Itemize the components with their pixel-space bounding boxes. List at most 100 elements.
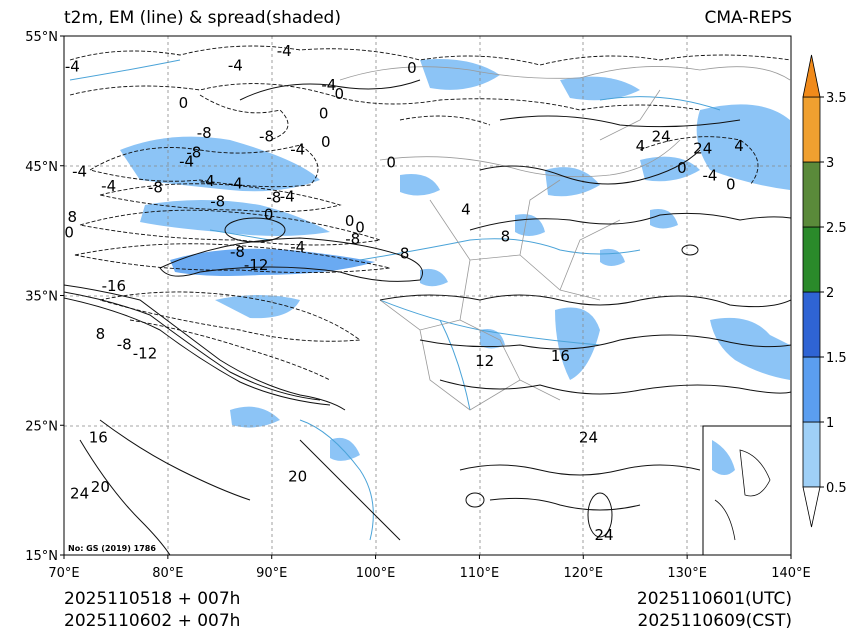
axis-ticks: 70°E 80°E 90°E 100°E 110°E 120°E 130°E 140°E 55°… xyxy=(25,30,811,581)
contour-label: -12 xyxy=(244,256,269,274)
lat-tick-label: 45°N xyxy=(25,160,58,175)
contour-label: 8 xyxy=(68,208,78,226)
lon-tick-label: 100°E xyxy=(356,566,396,581)
contour-label: 20 xyxy=(288,468,307,486)
contour-label: -8 xyxy=(230,243,245,261)
colorbar-segment xyxy=(802,356,821,423)
contour-label: 0 xyxy=(321,133,331,151)
contour-label: 4 xyxy=(734,137,744,155)
contour-label: 0 xyxy=(386,154,396,172)
contour-label: 0 xyxy=(677,159,687,177)
colorbar-segment xyxy=(802,421,821,488)
init-time-cst: 2025110602 + 007h xyxy=(64,611,241,631)
lon-tick-label: 110°E xyxy=(460,566,500,581)
contour-label: 24 xyxy=(70,485,89,503)
contour-label: 0 xyxy=(726,176,736,194)
colorbar-label: 3 xyxy=(826,156,834,171)
lon-tick-label: 120°E xyxy=(564,566,604,581)
contour-label: -8 xyxy=(259,128,274,146)
contour-label: -4 xyxy=(228,56,243,74)
colorbar-label: 2 xyxy=(826,286,834,301)
colorbar-label: 0.5 xyxy=(826,481,847,496)
boundaries xyxy=(339,66,791,411)
lat-tick-label: 35°N xyxy=(25,290,58,305)
colorbar: 0.5 1 1.5 2 2.5 3 3.5 xyxy=(802,54,847,528)
contour-label: -4 xyxy=(101,177,116,195)
valid-time-utc: 2025110601(UTC) xyxy=(636,589,792,609)
inset-map xyxy=(702,425,791,555)
colorbar-extend-min xyxy=(802,486,821,528)
contour-label: 8 xyxy=(400,244,410,262)
lon-tick-label: 90°E xyxy=(256,566,287,581)
valid-time-cst: 2025110609(CST) xyxy=(637,611,792,631)
contour-label: 12 xyxy=(475,352,494,370)
colorbar-segment xyxy=(802,161,821,228)
contour-label: 0 xyxy=(179,94,189,112)
contour-label: 0 xyxy=(264,206,274,224)
contour-label: -8 xyxy=(197,124,212,142)
contour-label: 16 xyxy=(551,347,570,365)
contour-label: 20 xyxy=(91,478,110,496)
contour-label: -8 xyxy=(345,230,360,248)
contour-label: 8 xyxy=(501,228,511,246)
contour-label: 16 xyxy=(89,429,108,447)
contour-label: 0 xyxy=(64,224,74,242)
colorbar-label: 1.5 xyxy=(826,351,847,366)
positive-contours xyxy=(64,79,791,555)
lon-tick-label: 130°E xyxy=(667,566,707,581)
contour-label: -4 xyxy=(321,76,336,94)
contour-label: -4 xyxy=(290,238,305,256)
colorbar-extend-max xyxy=(802,54,821,98)
lat-tick-label: 25°N xyxy=(25,419,58,434)
footer-left: 2025110518 + 007h 2025110602 + 007h xyxy=(64,588,240,632)
contour-label: -4 xyxy=(228,174,243,192)
contour-label: 4 xyxy=(636,137,646,155)
contour-label: 4 xyxy=(461,200,471,218)
contour-label: 24 xyxy=(595,526,614,544)
contour-label: 24 xyxy=(652,128,671,146)
footer-right: 2025110601(UTC) 2025110609(CST) xyxy=(637,588,792,632)
colorbar-segment xyxy=(802,291,821,358)
contour-label: 0 xyxy=(407,59,417,77)
gridlines xyxy=(64,36,791,555)
contour-label: -16 xyxy=(102,277,127,295)
contour-label: -4 xyxy=(703,167,718,185)
lon-tick-label: 70°E xyxy=(48,566,79,581)
contour-label: -8 xyxy=(210,193,225,211)
contour-label: 24 xyxy=(693,139,712,157)
lat-tick-label: 15°N xyxy=(25,549,58,564)
contour-label: -8 xyxy=(186,143,201,161)
colorbar-label: 2.5 xyxy=(826,221,847,236)
title-left: t2m, EM (line) & spread(shaded) xyxy=(64,8,341,28)
contour-label: 8 xyxy=(96,325,106,343)
contour-label: 0 xyxy=(334,85,344,103)
colorbar-label: 1 xyxy=(826,416,834,431)
contour-label: 0 xyxy=(355,219,365,237)
contour-label: -4 xyxy=(277,42,292,60)
contour-label: -4 xyxy=(290,141,305,159)
contour-label: -8 xyxy=(117,335,132,353)
lat-tick-label: 55°N xyxy=(25,30,58,45)
contour-label: -8 xyxy=(266,189,281,207)
contour-label: -4 xyxy=(179,152,194,170)
negative-contours xyxy=(69,45,791,381)
contour-label: -4 xyxy=(65,58,80,76)
lon-tick-label: 80°E xyxy=(152,566,183,581)
contour-label: -8 xyxy=(148,178,163,196)
map-area xyxy=(64,36,791,555)
title-right: CMA-REPS xyxy=(704,8,792,28)
colorbar-segment xyxy=(802,96,821,163)
contour-label: 0 xyxy=(319,104,329,122)
colorbar-label: 3.5 xyxy=(826,91,847,106)
lon-tick-label: 140°E xyxy=(771,566,811,581)
contour-label: -4 xyxy=(72,163,87,181)
contour-label: 24 xyxy=(579,429,598,447)
contour-label: 0 xyxy=(345,212,355,230)
contour-label: -4 xyxy=(280,187,295,205)
contour-label: -12 xyxy=(133,344,158,362)
contour-label: -4 xyxy=(200,172,215,190)
init-time-utc: 2025110518 + 007h xyxy=(64,589,241,609)
colorbar-segment xyxy=(802,226,821,293)
